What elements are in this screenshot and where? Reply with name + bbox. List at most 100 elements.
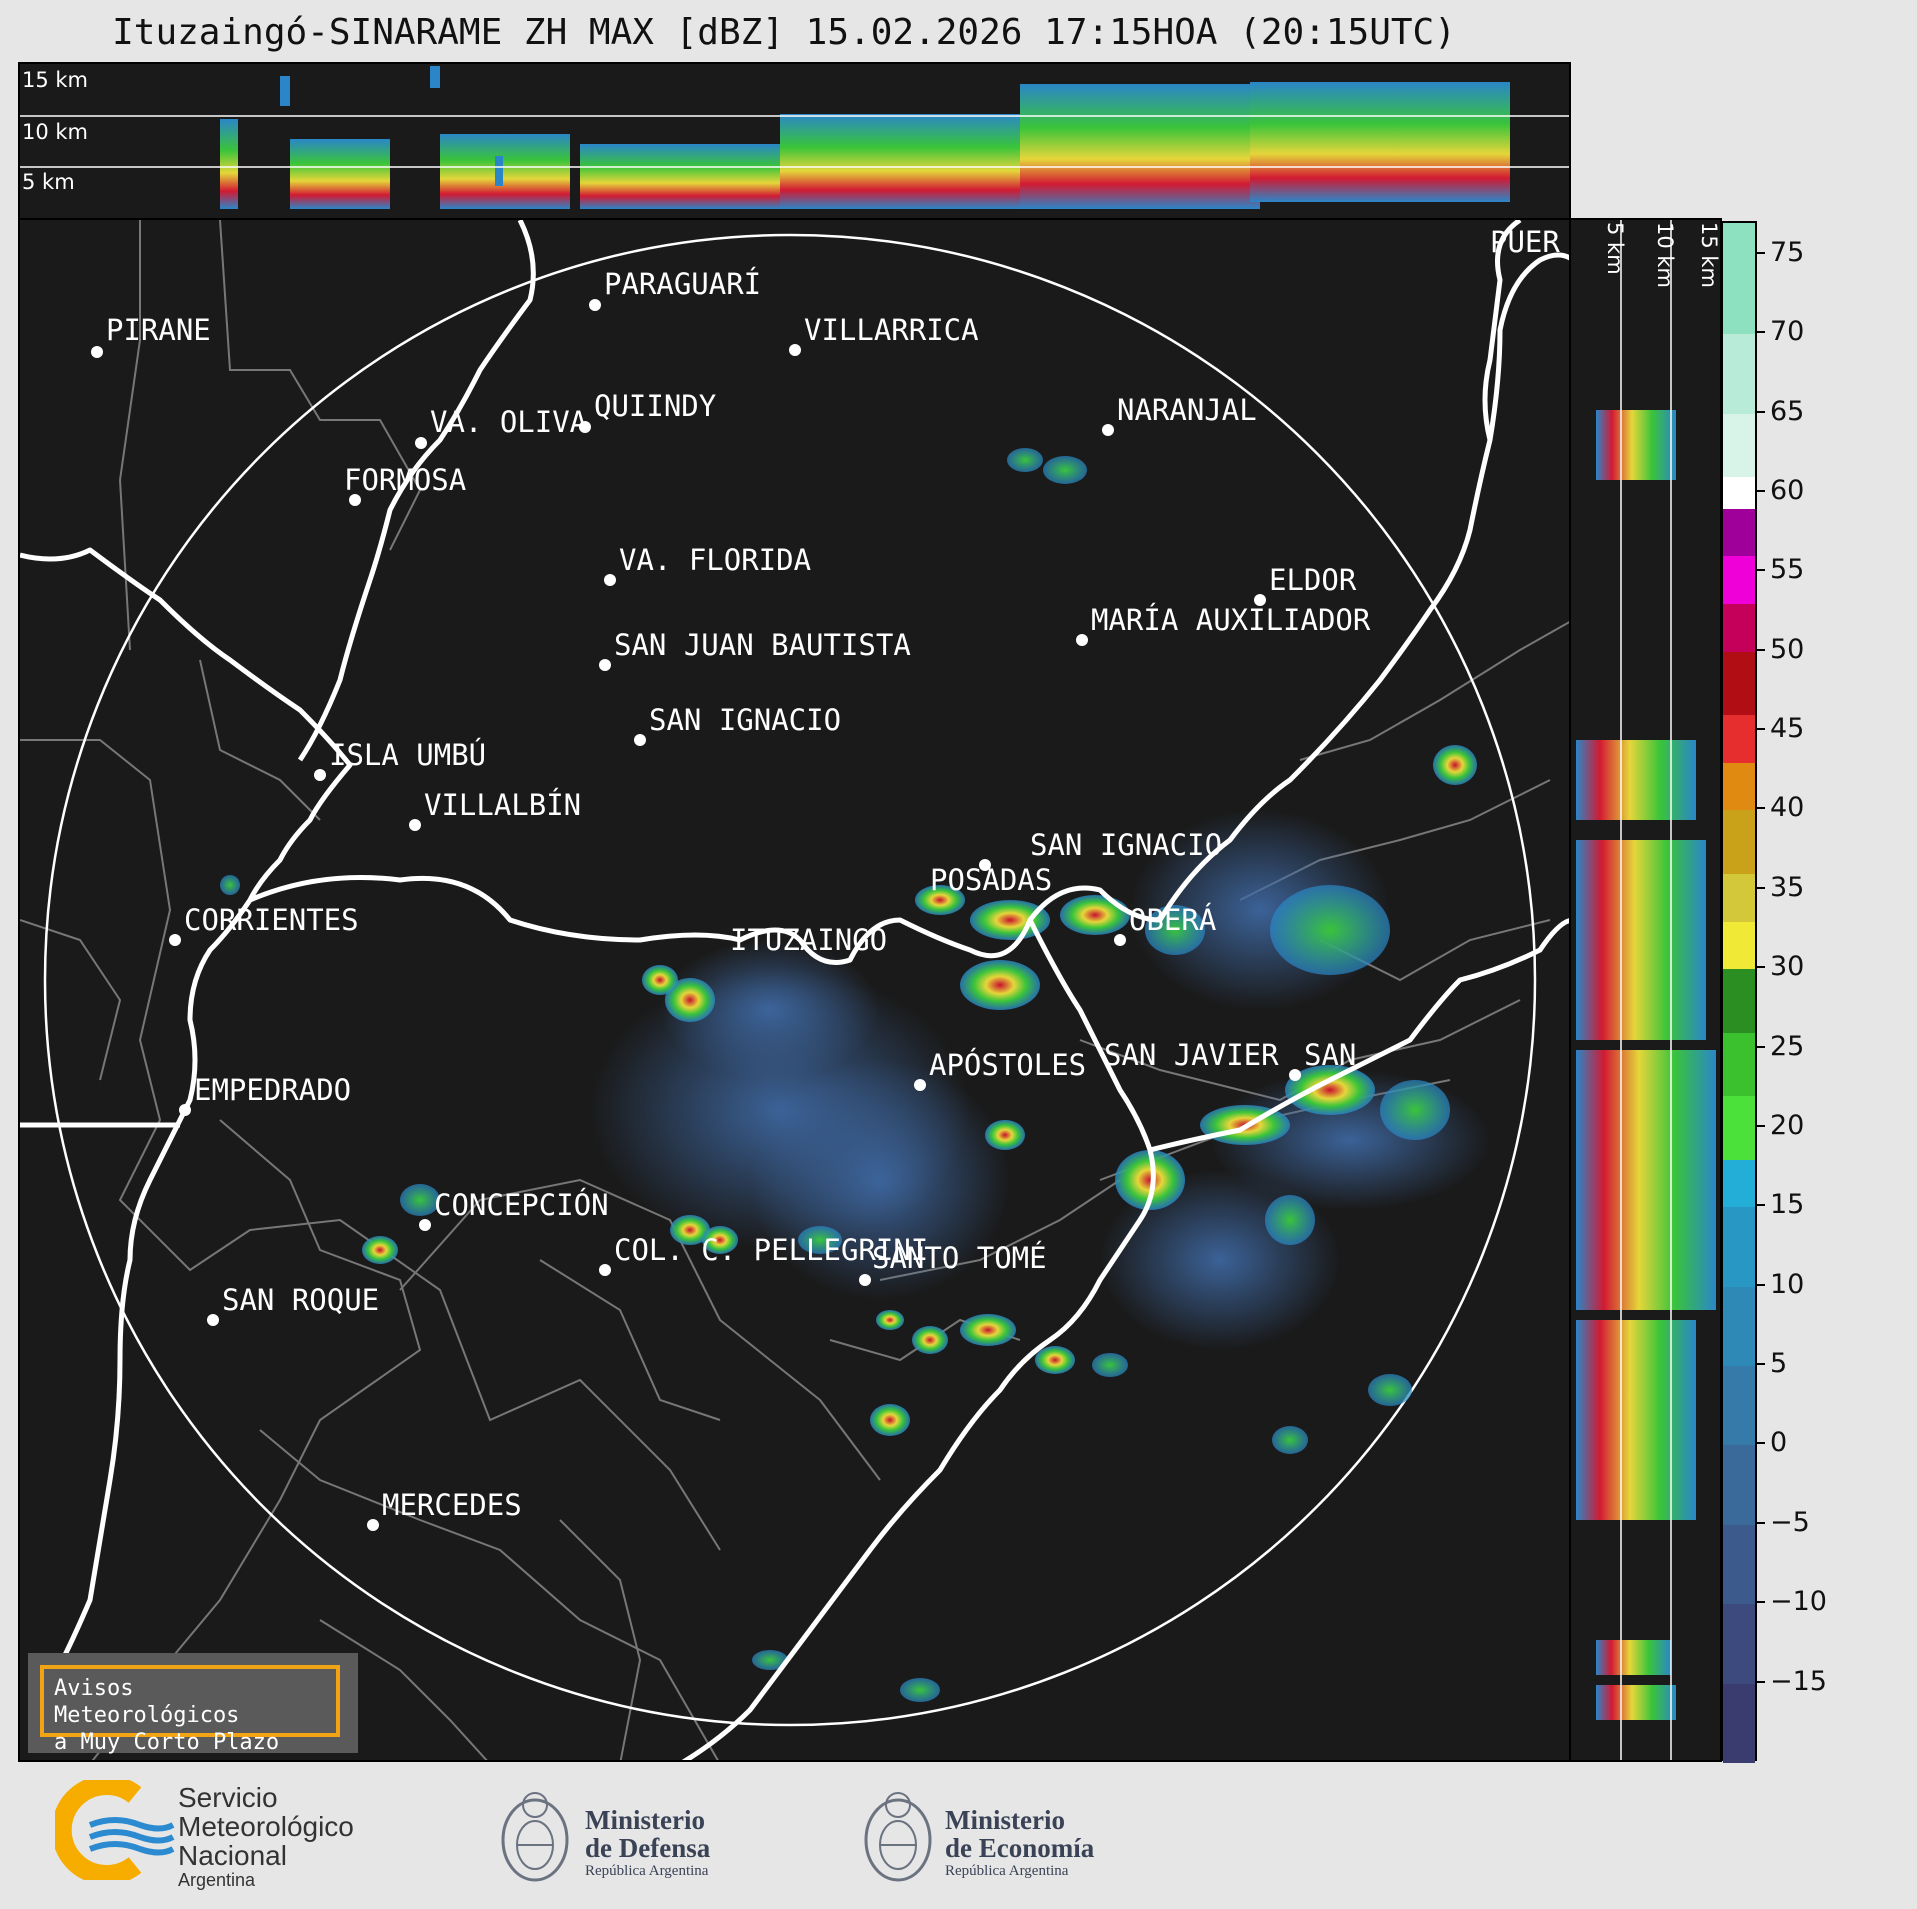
colorbar-tick bbox=[1757, 1442, 1765, 1445]
colorbar-tick bbox=[1757, 489, 1765, 492]
clutter-echo bbox=[660, 940, 880, 1080]
city-labels: PIRANE PARAGUARÍ VILLARRICA QUIINDY VA. … bbox=[106, 225, 1560, 1522]
economia-seal bbox=[858, 1775, 938, 1895]
colorbar-tick bbox=[1757, 966, 1765, 969]
colorbar-band bbox=[1723, 413, 1755, 477]
city-label: PUER bbox=[1490, 225, 1560, 259]
colorbar-band bbox=[1723, 1032, 1755, 1097]
side-height-label-10: 10 km bbox=[1653, 222, 1677, 289]
avisos-frame: Avisos Meteorológicos a Muy Corto Plazo bbox=[40, 1665, 340, 1755]
argentina-coat-of-arms-icon bbox=[864, 1792, 932, 1882]
city-marker-col-pellegrini bbox=[599, 1264, 611, 1276]
city-marker-san-javier-ar bbox=[1289, 1069, 1301, 1081]
city-marker-naranjal bbox=[1102, 424, 1114, 436]
colorbar-tick bbox=[1757, 886, 1765, 889]
smn-line-3: Nacional bbox=[178, 1840, 287, 1871]
colorbar-tick-label: 70 bbox=[1770, 316, 1805, 348]
colorbar-tick bbox=[1757, 251, 1765, 254]
colorbar-band bbox=[1723, 1286, 1755, 1367]
colorbar-band bbox=[1723, 1445, 1755, 1525]
city-marker-paraguari bbox=[589, 299, 601, 311]
city-marker-va-florida bbox=[604, 574, 616, 586]
colorbar-band bbox=[1723, 921, 1755, 970]
rivers-borders bbox=[20, 220, 1569, 1760]
avisos-notice: Avisos Meteorológicos a Muy Corto Plazo bbox=[28, 1653, 358, 1755]
colorbar-tick-label: 35 bbox=[1770, 871, 1805, 903]
colorbar-tick-label: 20 bbox=[1770, 1109, 1805, 1141]
city-label: VA. FLORIDA bbox=[619, 543, 811, 577]
city-label: OBERÁ bbox=[1129, 903, 1216, 937]
avisos-line-1: Avisos Meteorológicos bbox=[54, 1676, 240, 1728]
colorbar-tick-label: 50 bbox=[1770, 633, 1805, 665]
city-marker-maria-auxiliadora bbox=[1076, 634, 1088, 646]
city-marker-mercedes bbox=[367, 1519, 379, 1531]
city-label: SAN IGNACIO bbox=[649, 703, 841, 737]
colorbar-tick-label: 30 bbox=[1770, 951, 1805, 983]
city-label: APÓSTOLES bbox=[929, 1048, 1086, 1082]
colorbar-band bbox=[1723, 1096, 1755, 1160]
city-label: VILLALBÍN bbox=[424, 788, 581, 822]
city-label: NARANJAL bbox=[1117, 393, 1257, 427]
colorbar-tick-label: −15 bbox=[1770, 1665, 1827, 1697]
colorbar-band bbox=[1723, 1207, 1755, 1287]
city-label: ELDOR bbox=[1269, 563, 1357, 597]
top-height-label-5: 5 km bbox=[22, 170, 75, 194]
city-marker-san-ignacio-ar bbox=[979, 859, 991, 871]
side-height-profile-panel: 5 km 10 km 15 km bbox=[1569, 218, 1722, 1762]
city-marker-san-roque bbox=[207, 1314, 219, 1326]
city-marker-santo-tome bbox=[859, 1274, 871, 1286]
city-label: SAN bbox=[1304, 1038, 1356, 1072]
city-marker-empedrado bbox=[179, 1104, 191, 1116]
colorbar-tick bbox=[1757, 648, 1765, 651]
city-label: CORRIENTES bbox=[184, 903, 359, 937]
colorbar-tick bbox=[1757, 1601, 1765, 1604]
colorbar-tick-label: 5 bbox=[1770, 1348, 1788, 1380]
city-marker-concepcion bbox=[419, 1219, 431, 1231]
colorbar-tick bbox=[1757, 1204, 1765, 1207]
colorbar-tick bbox=[1757, 1680, 1765, 1683]
city-label: FORMOSA bbox=[344, 463, 466, 497]
city-label: SAN IGNACIO bbox=[1030, 828, 1222, 862]
colorbar-band bbox=[1723, 556, 1755, 605]
city-marker-formosa bbox=[349, 494, 361, 506]
city-label: VA. OLIVA bbox=[430, 405, 587, 439]
side-height-label-5: 5 km bbox=[1603, 222, 1627, 275]
radar-map-panel: PIRANE PARAGUARÍ VILLARRICA QUIINDY VA. … bbox=[18, 218, 1571, 1762]
city-marker-pirane bbox=[91, 346, 103, 358]
defensa-text: Ministerio de Defensa República Argentin… bbox=[585, 1806, 710, 1880]
colorbar-band bbox=[1723, 873, 1755, 922]
colorbar-band bbox=[1723, 810, 1755, 874]
colorbar-tick-label: 15 bbox=[1770, 1189, 1805, 1221]
city-label: MARÍA AUXILIADOR bbox=[1091, 603, 1371, 637]
defensa-line-2: de Defensa bbox=[585, 1833, 711, 1863]
city-markers bbox=[91, 299, 1301, 1531]
colorbar-band bbox=[1723, 223, 1755, 335]
colorbar-tick bbox=[1757, 1521, 1765, 1524]
city-label: ISLA UMBÚ bbox=[329, 738, 486, 772]
colorbar-band bbox=[1723, 604, 1755, 652]
city-marker-apostoles bbox=[914, 1079, 926, 1091]
side-profile-graphic bbox=[1576, 220, 1716, 1760]
city-label: QUIINDY bbox=[594, 389, 716, 423]
city-marker-corrientes bbox=[169, 934, 181, 946]
top-profile-echoes bbox=[220, 66, 1510, 209]
city-label: SANTO TOMÉ bbox=[872, 1241, 1047, 1275]
colorbar-tick-label: 65 bbox=[1770, 395, 1805, 427]
city-marker-villarrica bbox=[789, 344, 801, 356]
colorbar-tick bbox=[1757, 1045, 1765, 1048]
colorbar-band bbox=[1723, 1366, 1755, 1446]
colorbar-band bbox=[1723, 1604, 1755, 1684]
city-label: PIRANE bbox=[106, 313, 211, 347]
defensa-seal bbox=[495, 1775, 575, 1895]
smn-logo-text: Servicio Meteorológico Nacional Argentin… bbox=[178, 1783, 354, 1890]
economia-line-2: de Economía bbox=[945, 1833, 1095, 1863]
city-label: MERCEDES bbox=[382, 1488, 522, 1522]
radar-range-ring bbox=[43, 233, 1537, 1727]
city-label: EMPEDRADO bbox=[194, 1073, 351, 1107]
defensa-line-3: República Argentina bbox=[585, 1863, 709, 1879]
colorbar-tick bbox=[1757, 331, 1765, 334]
city-label: CONCEPCIÓN bbox=[434, 1188, 609, 1222]
city-marker-isla-umbu bbox=[314, 769, 326, 781]
colorbar-tick-label: −10 bbox=[1770, 1586, 1827, 1618]
top-height-profile-panel: 15 km 10 km 5 km bbox=[18, 62, 1571, 220]
